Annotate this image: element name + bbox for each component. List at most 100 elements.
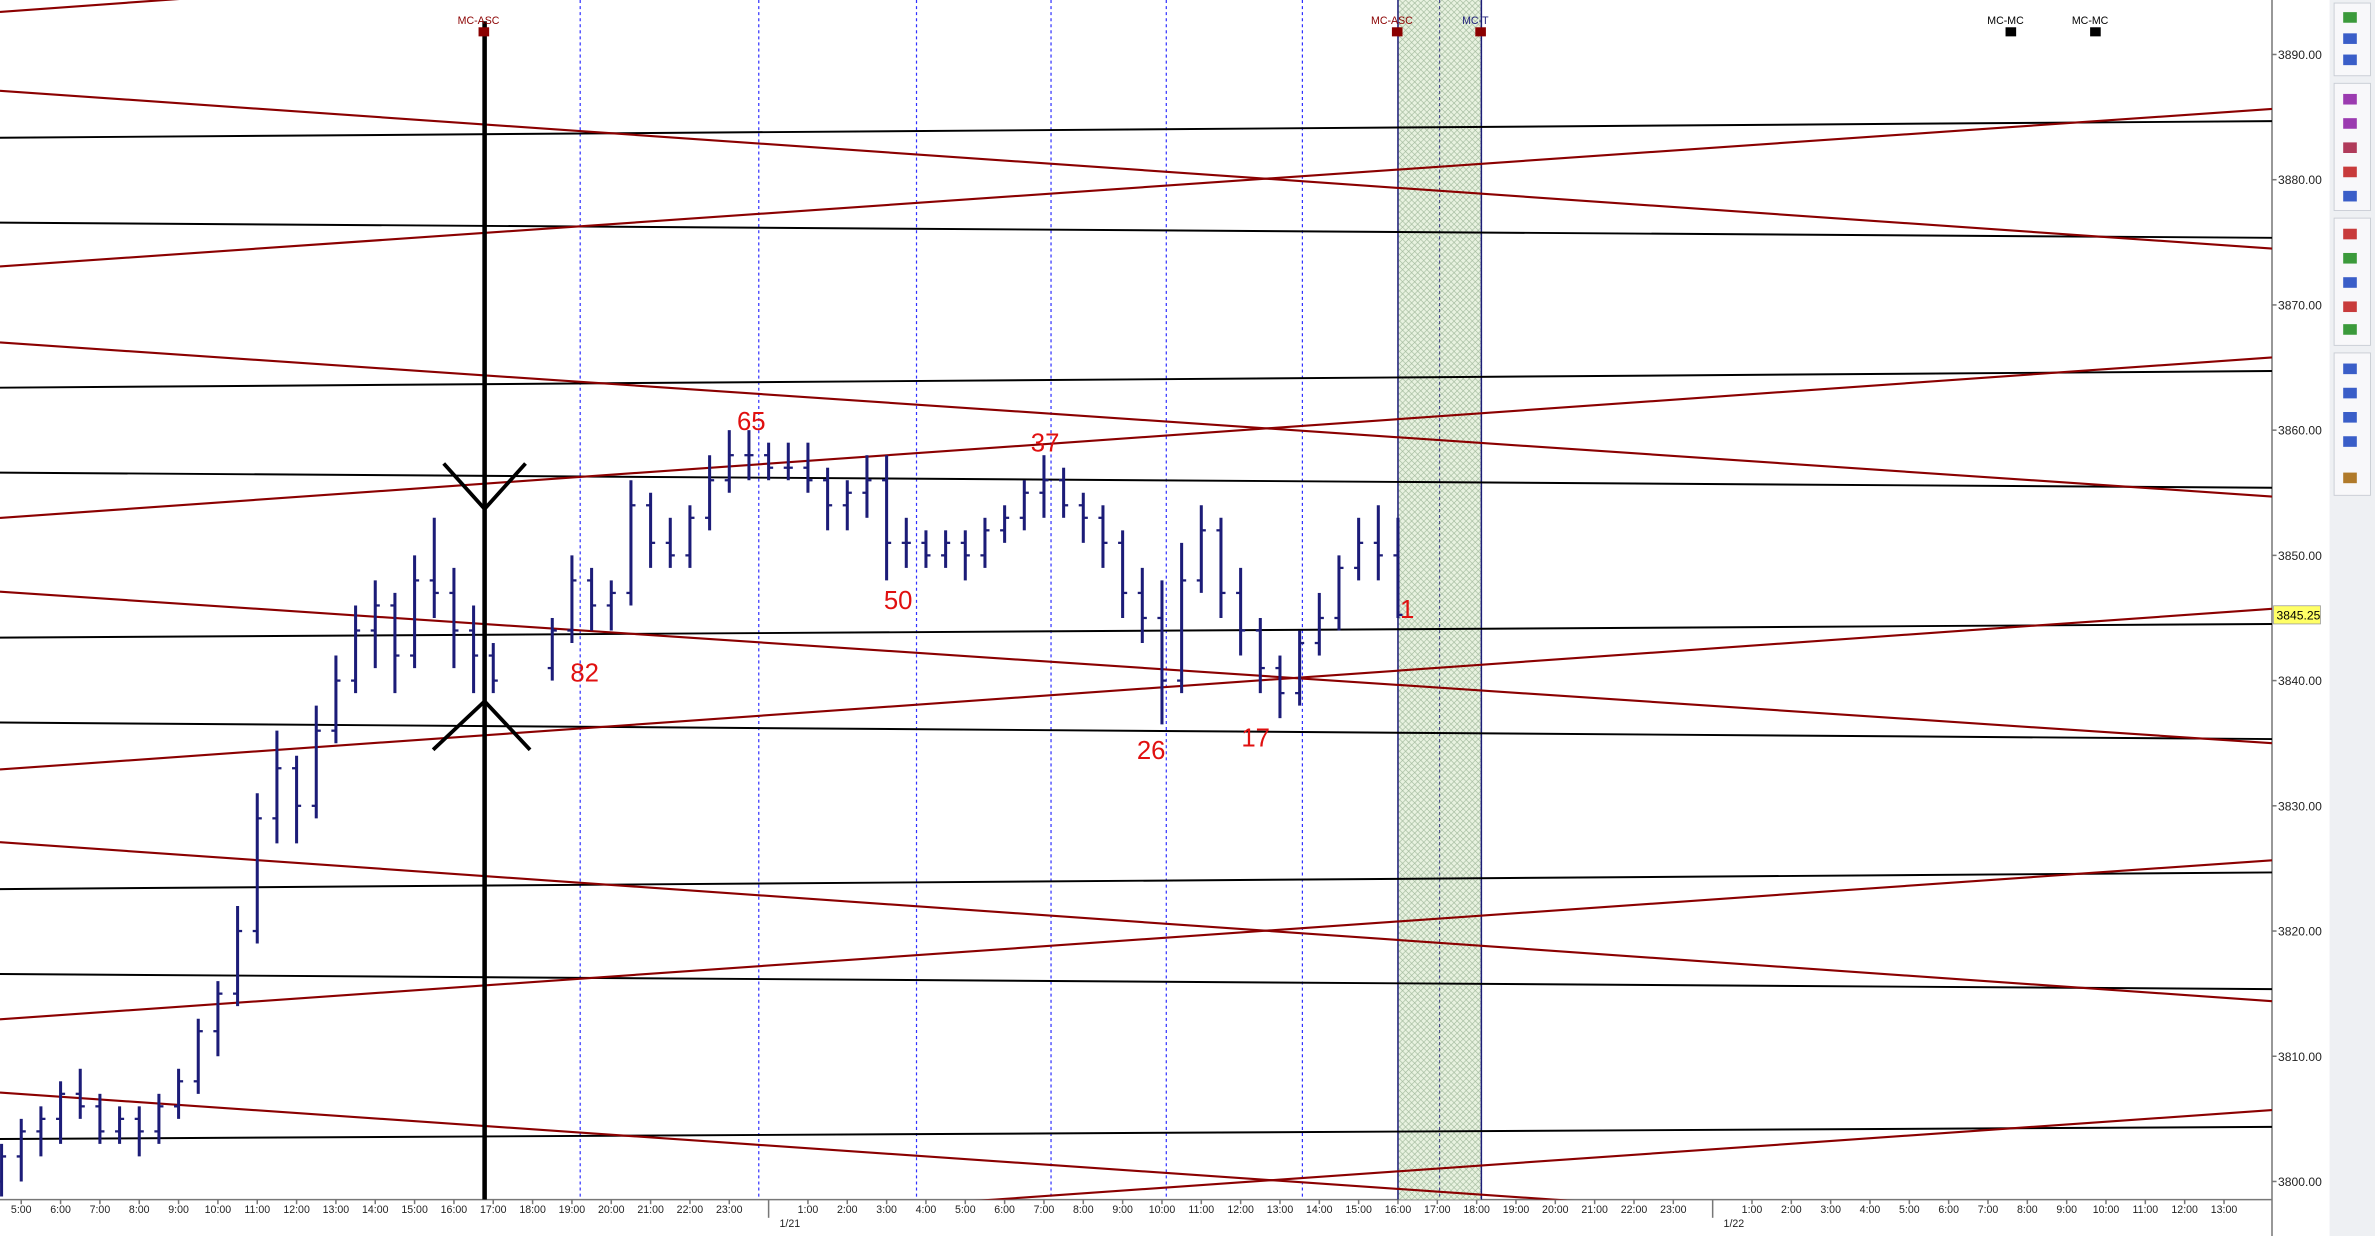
x-tick-label: 15:00 bbox=[1345, 1204, 1372, 1216]
x-tick-label: 9:00 bbox=[168, 1204, 189, 1216]
x-tick-label: 4:00 bbox=[1860, 1204, 1881, 1216]
tool-icon[interactable] bbox=[2343, 142, 2357, 153]
marker bbox=[478, 27, 490, 37]
angle-line bbox=[0, 341, 2273, 498]
tool-icon[interactable] bbox=[2343, 252, 2357, 264]
x-tick-label: 5:00 bbox=[11, 1204, 32, 1216]
tool-icon[interactable] bbox=[2343, 301, 2357, 313]
x-tick-label: 1:00 bbox=[1742, 1204, 1763, 1216]
x-tick-label: 12:00 bbox=[2171, 1204, 2198, 1216]
x-tick-label: 3:00 bbox=[876, 1204, 897, 1216]
x-tick-label: 4:00 bbox=[916, 1204, 937, 1216]
x-tick-label: 16:00 bbox=[441, 1204, 468, 1216]
marker-label: MC-MC bbox=[1987, 15, 2024, 27]
toolbar bbox=[2329, 0, 2375, 1236]
x-tick-label: 17:00 bbox=[480, 1204, 507, 1216]
tool-icon[interactable] bbox=[2343, 12, 2357, 23]
x-tick-label: 8:00 bbox=[2017, 1204, 2038, 1216]
x-tick-label: 21:00 bbox=[1581, 1204, 1608, 1216]
tool-group[interactable] bbox=[2333, 352, 2371, 496]
x-tick-label: 3:00 bbox=[1820, 1204, 1841, 1216]
marker-label: MC-MC bbox=[2072, 15, 2109, 27]
arrow-head-up bbox=[431, 698, 532, 752]
tool-icon[interactable] bbox=[2343, 118, 2357, 129]
tool-icon[interactable] bbox=[2343, 472, 2357, 484]
x-tick-label: 14:00 bbox=[1306, 1204, 1333, 1216]
x-tick-label: 13:00 bbox=[2211, 1204, 2238, 1216]
level-line bbox=[0, 370, 2273, 389]
marker bbox=[1475, 27, 1486, 37]
x-tick-label: 21:00 bbox=[637, 1204, 664, 1216]
y-tick-label: 3890.00 bbox=[2278, 48, 2322, 62]
x-tick-label: 20:00 bbox=[1542, 1204, 1569, 1216]
x-tick-label: 18:00 bbox=[519, 1204, 546, 1216]
x-tick-label: 10:00 bbox=[205, 1204, 232, 1216]
x-tick-label: 8:00 bbox=[129, 1204, 150, 1216]
marker bbox=[2090, 27, 2101, 37]
tool-icon[interactable] bbox=[2343, 324, 2357, 335]
y-tick-label: 3850.00 bbox=[2278, 549, 2322, 563]
last-price-label: 3845.25 bbox=[2277, 608, 2321, 622]
x-tick-label: 19:00 bbox=[1503, 1204, 1530, 1216]
angle-line bbox=[0, 89, 2273, 250]
x-tick-label: 23:00 bbox=[716, 1204, 743, 1216]
annotation: 50 bbox=[884, 587, 913, 615]
annotation: 37 bbox=[1031, 429, 1060, 457]
x-tick-label: 11:00 bbox=[1188, 1204, 1214, 1216]
y-tick-label: 3810.00 bbox=[2278, 1050, 2322, 1064]
tool-icon[interactable] bbox=[2343, 190, 2357, 202]
tool-icon[interactable] bbox=[2343, 387, 2357, 399]
x-tick-label: 13:00 bbox=[1267, 1204, 1294, 1216]
tool-icon[interactable] bbox=[2343, 277, 2357, 288]
marker bbox=[1391, 27, 1403, 37]
x-tick-label: 13:00 bbox=[323, 1204, 350, 1216]
x-tick-label: 7:00 bbox=[1978, 1204, 1999, 1216]
arrow-head-down bbox=[442, 462, 527, 512]
x-tick-label: 11:00 bbox=[2132, 1204, 2158, 1216]
y-tick-label: 3870.00 bbox=[2278, 298, 2322, 312]
x-tick-label: 1:00 bbox=[798, 1204, 819, 1216]
tool-icon[interactable] bbox=[2343, 363, 2357, 375]
angle-line bbox=[0, 590, 2273, 745]
marker-label: MC-ASC bbox=[1371, 15, 1413, 27]
tool-icon[interactable] bbox=[2343, 93, 2357, 105]
marker-label: MC-T bbox=[1462, 15, 1489, 27]
level-line bbox=[0, 623, 2273, 639]
x-tick-label: 22:00 bbox=[1621, 1204, 1648, 1216]
tool-icon[interactable] bbox=[2343, 228, 2357, 240]
tool-icon[interactable] bbox=[2343, 33, 2357, 44]
angle-line bbox=[0, 356, 2273, 519]
x-tick-label: 14:00 bbox=[362, 1204, 389, 1216]
x-tick-label: 19:00 bbox=[559, 1204, 586, 1216]
x-tick-label: 5:00 bbox=[955, 1204, 976, 1216]
level-line bbox=[0, 871, 2273, 891]
x-tick-label: 9:00 bbox=[2056, 1204, 2077, 1216]
level-line bbox=[0, 972, 2273, 991]
x-tick-label: 8:00 bbox=[1073, 1204, 1094, 1216]
level-line bbox=[0, 1125, 2273, 1141]
x-tick-label: 11:00 bbox=[244, 1204, 270, 1216]
plot bbox=[0, 0, 2273, 1200]
tool-icon[interactable] bbox=[2343, 54, 2357, 66]
x-tick-label: 10:00 bbox=[2093, 1204, 2120, 1216]
x-date-label: 1/22 bbox=[1724, 1218, 1745, 1230]
angle-line bbox=[0, 1091, 1570, 1200]
x-tick-label: 7:00 bbox=[1034, 1204, 1055, 1216]
tool-icon[interactable] bbox=[2343, 412, 2357, 423]
annotation: 65 bbox=[737, 408, 766, 436]
y-tick-label: 3880.00 bbox=[2278, 173, 2322, 187]
x-tick-label: 6:00 bbox=[994, 1204, 1015, 1216]
y-tick-label: 3800.00 bbox=[2278, 1175, 2322, 1189]
marker bbox=[2005, 27, 2017, 37]
y-tick-label: 3820.00 bbox=[2278, 925, 2322, 939]
angle-line bbox=[0, 841, 2273, 1003]
x-tick-label: 18:00 bbox=[1463, 1204, 1490, 1216]
angle-line bbox=[0, 859, 2273, 1021]
annotation: 1 bbox=[1400, 596, 1414, 624]
x-tick-label: 12:00 bbox=[1227, 1204, 1254, 1216]
x-tick-label: 2:00 bbox=[837, 1204, 858, 1216]
tool-icon[interactable] bbox=[2343, 166, 2357, 178]
x-tick-label: 2:00 bbox=[1781, 1204, 1802, 1216]
tool-icon[interactable] bbox=[2343, 436, 2357, 447]
level-line bbox=[0, 471, 2273, 489]
